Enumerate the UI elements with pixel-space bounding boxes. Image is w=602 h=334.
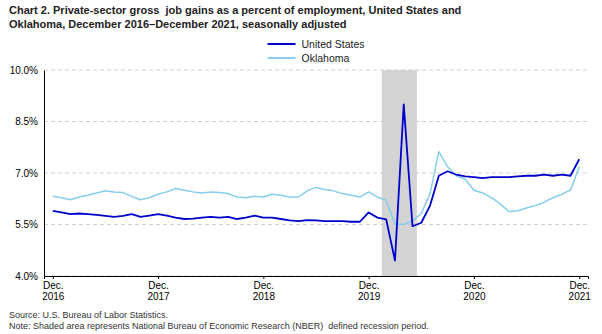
- y-tick: 10.0%: [10, 65, 44, 76]
- x-tick-mark: [263, 276, 264, 279]
- legend-item: Oklahoma: [267, 52, 349, 64]
- x-axis: Dec.2016 Dec.2017 Dec.2018 Dec.2019 Dec.2020…: [42, 276, 591, 302]
- x-tick-label: Dec.2020: [463, 280, 486, 302]
- y-tick: 8.5%: [15, 116, 44, 127]
- title: Chart 2. Private-sector gross job gains …: [9, 4, 461, 30]
- legend-swatch: [267, 57, 295, 59]
- x-tick: Dec.2017: [147, 276, 170, 302]
- y-tick-label: 4.0%: [15, 271, 38, 282]
- x-tick: Dec.2020: [463, 276, 486, 302]
- legend-swatch: [267, 43, 295, 45]
- x-tick-label: Dec.2019: [358, 280, 381, 302]
- y-tick-label: 10.0%: [10, 65, 38, 76]
- x-tick-label: Dec.2018: [253, 280, 276, 302]
- x-axis-line: [45, 277, 589, 280]
- grid-line: [44, 121, 588, 122]
- x-tick-mark: [158, 276, 159, 279]
- x-tick: Dec.2016: [42, 276, 65, 302]
- y-axis-line: [44, 71, 45, 277]
- x-tick-label: Dec.2016: [42, 280, 65, 302]
- grid-line: [44, 173, 588, 174]
- x-tick-label: Dec.2021: [569, 280, 592, 302]
- annotation: Source: U.S. Bureau of Labor Statistics.…: [9, 310, 429, 331]
- legend-item: United States: [267, 38, 364, 50]
- grid-line: [44, 224, 588, 225]
- x-tick-mark: [369, 276, 370, 279]
- plot: 4.0%5.5%7.0%8.5%10.0%Dec.2016Dec.2017Dec…: [10, 65, 592, 302]
- legend: United States Oklahoma: [267, 38, 364, 64]
- x-tick: Dec.2019: [358, 276, 381, 302]
- grid-line: [44, 70, 588, 71]
- data-area: [53, 70, 579, 276]
- legend-label: Oklahoma: [301, 52, 349, 64]
- chart: Chart 2. Private-sector gross job gains …: [0, 0, 602, 334]
- y-tick-label: 5.5%: [15, 219, 38, 230]
- y-tick-label: 7.0%: [15, 168, 38, 179]
- x-tick-mark: [579, 276, 580, 279]
- x-tick-mark: [53, 276, 54, 279]
- y-tick: 5.5%: [15, 219, 44, 230]
- x-tick-label: Dec.2017: [147, 280, 170, 302]
- x-tick: Dec.2021: [569, 276, 592, 302]
- x-tick-mark: [474, 276, 475, 279]
- y-tick: 7.0%: [15, 168, 44, 179]
- legend-label: United States: [301, 38, 364, 50]
- series-line: [53, 104, 579, 260]
- y-axis: 4.0% 5.5% 7.0% 8.5% 10.0%: [10, 65, 45, 282]
- y-tick-label: 8.5%: [15, 116, 38, 127]
- grid: [44, 70, 588, 276]
- y-tick: 4.0%: [15, 271, 44, 282]
- x-tick: Dec.2018: [253, 276, 276, 302]
